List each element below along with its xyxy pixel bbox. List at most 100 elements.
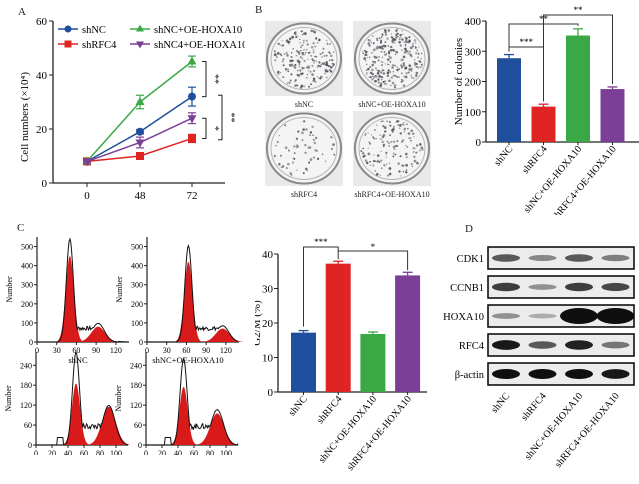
colony-dot: [415, 42, 417, 44]
colony-dot: [375, 67, 377, 70]
marker-circle: [136, 127, 144, 136]
colony-dot: [300, 84, 304, 88]
y-tick-label: 60: [24, 421, 32, 430]
colony-dot: [394, 84, 397, 87]
colony-dot: [402, 59, 404, 61]
colony-dot: [392, 145, 396, 149]
colony-dot: [310, 45, 314, 49]
colony-dish-image: [265, 111, 343, 186]
colony-dot: [411, 42, 415, 45]
x-tick-label: 40: [174, 449, 182, 455]
colony-dot: [366, 63, 368, 66]
colony-dot: [368, 161, 371, 163]
marker-square: [188, 134, 196, 143]
y-tick-label: 100: [465, 107, 482, 119]
colony-dot: [295, 36, 298, 39]
g2-peak-fill: [77, 326, 119, 342]
colony-dot: [384, 63, 386, 65]
colony-dot: [400, 66, 404, 69]
colony-dot: [399, 33, 402, 37]
colony-dot: [380, 36, 383, 38]
colony-dot: [396, 66, 399, 68]
colony-dot: [281, 165, 285, 168]
colony-dot: [329, 52, 331, 55]
colony-dot: [388, 162, 391, 165]
colony-dot: [312, 51, 315, 54]
colony-dot: [398, 40, 401, 44]
colony-dot: [396, 68, 399, 72]
colony-dot: [304, 167, 308, 171]
colony-dot: [410, 76, 414, 79]
lane-label: shRFC4: [519, 391, 549, 423]
x-tick-label: 100: [220, 449, 232, 455]
colony-dot: [396, 32, 399, 36]
colony-dot: [391, 39, 394, 42]
raw-histogram-line: [146, 357, 239, 446]
x-tick-label: 0: [34, 449, 38, 455]
colony-dot: [377, 69, 381, 73]
colony-dot: [301, 72, 304, 75]
colony-dot: [391, 66, 393, 68]
protein-band: [565, 369, 593, 379]
blot-row-CDK1: CDK1: [457, 246, 635, 270]
colony-dot: [389, 71, 392, 73]
colony-dot: [395, 34, 398, 37]
colony-dot: [392, 140, 396, 143]
colony-dot: [287, 162, 290, 166]
colony-dot: [273, 53, 277, 56]
colony-dot: [391, 131, 394, 134]
colony-dot: [306, 66, 308, 69]
colony-dot: [400, 65, 404, 68]
colony-dot: [299, 69, 302, 72]
colony-dot: [372, 164, 375, 167]
colony-dot: [284, 146, 288, 150]
colony-dot: [401, 139, 405, 142]
colony-dot: [377, 78, 380, 82]
dish-label: shRFC4+OE-HOXA10: [354, 190, 430, 199]
colony-dot: [410, 163, 413, 165]
colony-dot: [287, 70, 290, 73]
colony-dot: [301, 66, 304, 70]
significance-bracket: [338, 250, 409, 271]
colony-dot: [302, 172, 305, 175]
significance-bracket-label: **: [225, 113, 236, 123]
x-tick-label: 20: [48, 449, 56, 455]
colony-dot: [311, 125, 314, 129]
colony-dot: [369, 66, 371, 68]
colony-dot: [286, 82, 289, 84]
colony-dot: [373, 154, 375, 156]
colony-dot: [327, 64, 331, 68]
colony-dot: [367, 42, 370, 45]
colony-dot: [412, 151, 415, 154]
colony-dot: [414, 63, 417, 66]
colony-dot: [309, 134, 312, 137]
colony-dot: [399, 127, 401, 129]
colony-dot: [374, 170, 376, 172]
colony-dot: [405, 37, 408, 40]
colony-dot: [321, 154, 323, 156]
colony-dot: [287, 40, 291, 44]
colony-dot: [376, 124, 378, 126]
colony-dot: [416, 161, 419, 165]
colony-dot: [415, 74, 418, 77]
y-tick-label: 120: [130, 401, 142, 410]
colony-dot: [385, 53, 388, 55]
colony-dot: [400, 64, 403, 67]
colony-dot: [396, 35, 399, 38]
colony-dot: [398, 68, 401, 71]
significance-bracket: [303, 246, 339, 327]
colony-dot: [297, 35, 299, 38]
marker-square: [136, 152, 144, 160]
colony-dot: [319, 61, 322, 64]
colony-dot: [404, 66, 408, 70]
colony-dot: [394, 53, 397, 56]
colony-dot: [371, 79, 374, 81]
protein-label: RFC4: [459, 341, 485, 352]
colony-dot: [384, 33, 388, 36]
colony-dot: [408, 64, 412, 68]
lane-label: shRFC4+OE-HOXA10: [553, 391, 622, 470]
legend-label: shNC: [82, 25, 106, 36]
colony-dot: [386, 71, 390, 75]
